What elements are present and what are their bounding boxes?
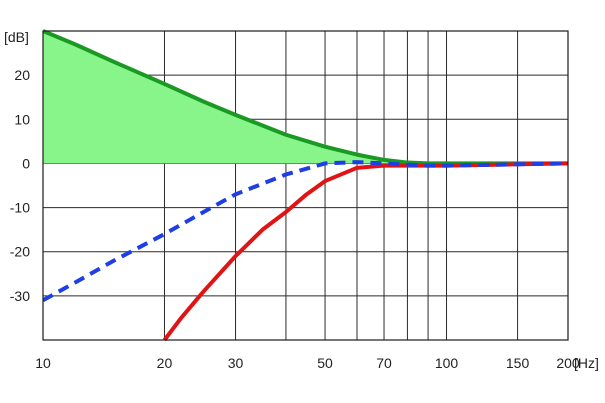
plot-frame (42, 30, 569, 341)
y-tick-label-20: 20 (14, 67, 30, 83)
series-3-line (162, 161, 568, 342)
y-tick-label-10: 10 (14, 111, 30, 127)
x-tick-label-30: 30 (228, 355, 244, 371)
x-tick-label-100: 100 (435, 355, 459, 371)
series-1-fill-area (43, 31, 568, 164)
x-tick-label-150: 150 (506, 355, 530, 371)
fill-layer (43, 31, 568, 164)
y-tick-label-0: 0 (22, 155, 30, 171)
y-tick-label--10: -10 (10, 200, 30, 216)
x-tick-label-50: 50 (317, 355, 333, 371)
x-tick-label-10: 10 (35, 355, 51, 371)
series-2-line (43, 160, 568, 303)
y-tick-label--20: -20 (10, 244, 30, 260)
y-axis-label: [dB] (4, 29, 29, 45)
x-tick-label-200: 200 (556, 355, 580, 371)
x-axis-label: [Hz] (574, 355, 599, 371)
frame-layer (42, 30, 569, 341)
series-layer (43, 29, 568, 342)
x-tick-label-70: 70 (376, 355, 392, 371)
series-1-line (43, 29, 568, 166)
x-tick-label-20: 20 (157, 355, 173, 371)
y-tick-label--30: -30 (10, 288, 30, 304)
